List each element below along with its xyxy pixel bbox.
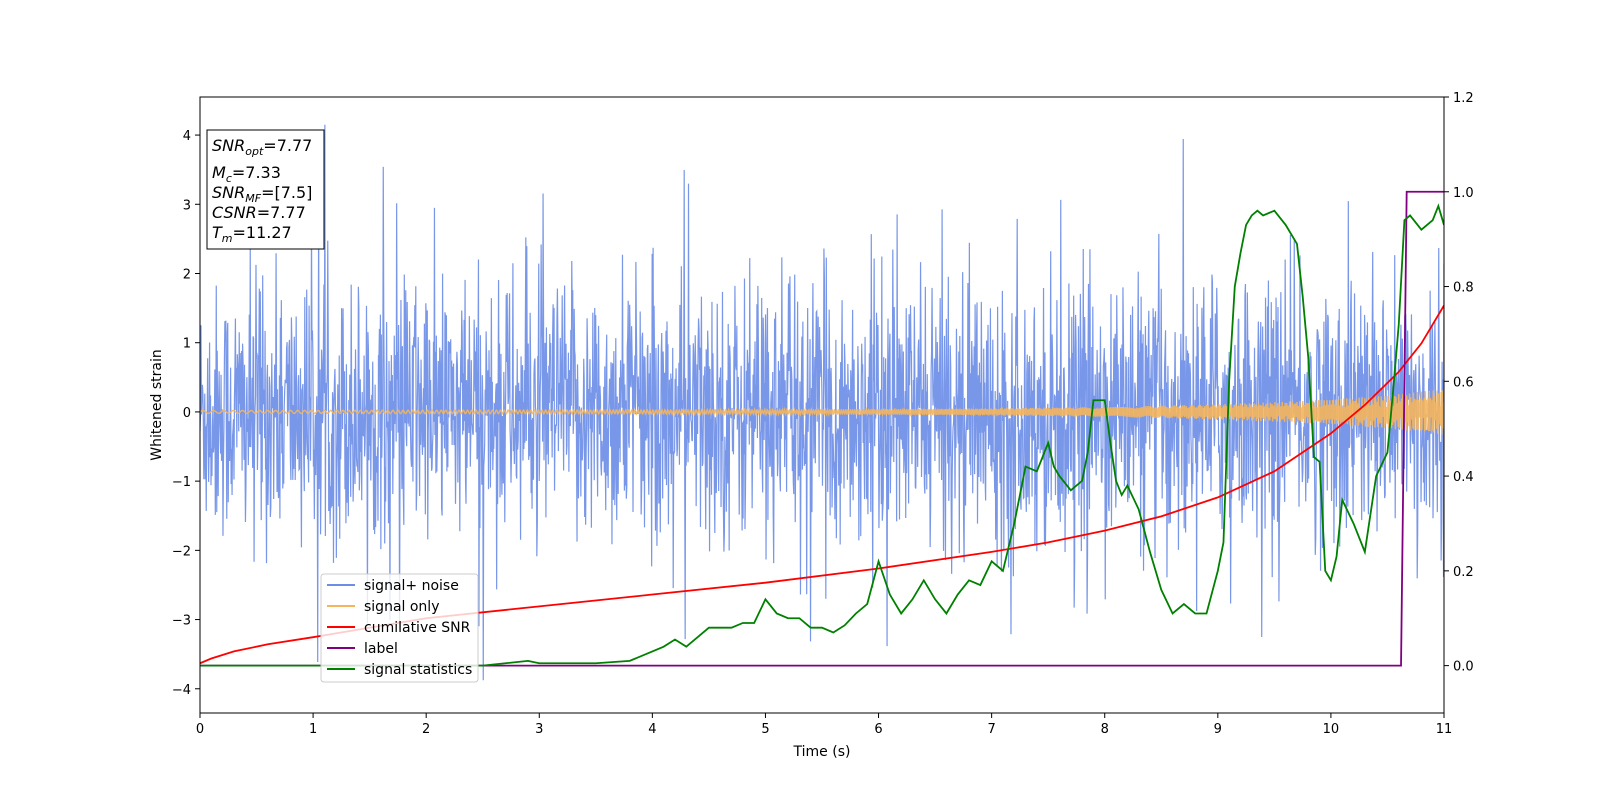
y-right-tick-label: 1.2	[1453, 91, 1474, 106]
y-left-tick-label: 2	[183, 267, 191, 282]
series-layer	[200, 124, 1444, 681]
info-snr-opt: SNRopt=7.77	[212, 136, 312, 158]
series-signal-noise-line	[200, 124, 1444, 681]
x-tick-label: 2	[422, 722, 430, 737]
x-tick-label: 6	[874, 722, 882, 737]
x-tick-label: 8	[1101, 722, 1109, 737]
info-tm: Tm=11.27	[212, 223, 292, 245]
y-left-tick-label: 4	[183, 129, 191, 144]
legend-entry-label: signal only	[364, 599, 439, 615]
y-left-tick-label: −1	[172, 475, 191, 490]
legend: signal+ noise signal only cumilative SNR la…	[320, 573, 479, 683]
info-csnr: CSNR=7.77	[212, 203, 306, 222]
series-label-line	[200, 190, 1444, 667]
legend-entry-label: label	[364, 641, 398, 657]
plot-frame	[199, 96, 1445, 714]
y-axis-label: Whitened strain	[149, 349, 165, 460]
y-right-tick-label: 0.8	[1453, 281, 1474, 296]
legend-frame	[320, 573, 479, 683]
y-left-tick-label: 3	[183, 198, 191, 213]
legend-entry-label: cumilative SNR	[364, 620, 471, 636]
x-tick-label: 3	[535, 722, 543, 737]
legend-entry-label: signal statistics	[364, 662, 472, 678]
series-signal-only-line	[200, 390, 1444, 435]
y-right-tick-label: 0.4	[1453, 470, 1474, 485]
x-tick-label: 9	[1214, 722, 1222, 737]
y-left-tick-label: −3	[172, 614, 191, 629]
y-right-tick-label: 0.0	[1453, 660, 1474, 675]
x-tick-label: 10	[1323, 722, 1340, 737]
y-left-tick-label: 0	[183, 406, 191, 421]
x-tick-label: 7	[987, 722, 995, 737]
x-axis-label: Time (s)	[793, 744, 851, 760]
info-mc: Mc=7.33	[212, 163, 281, 185]
ticks-layer: 0 1 2 3 4 5 6 7 8 9 10 11 −4 −3 −2 −1 0 1 2 3 4 0.0 0.2 0.4 0.6 0…	[172, 91, 1474, 737]
y-right-tick-label: 0.2	[1453, 565, 1474, 580]
y-right-tick-label: 0.6	[1453, 375, 1474, 390]
info-box: SNRopt=7.77 Mc=7.33 SNRMF=[7.5] CSNR=7.7…	[206, 129, 325, 250]
info-snr-mf: SNRMF=[7.5]	[212, 183, 312, 205]
y-left-tick-label: 1	[183, 337, 191, 352]
legend-entry-label: signal+ noise	[364, 578, 459, 594]
series-cumulative-snr-line	[200, 305, 1444, 665]
y-left-tick-label: −2	[172, 544, 191, 559]
info-box-frame	[206, 129, 325, 250]
y-left-tick-label: −4	[172, 683, 191, 698]
x-tick-label: 11	[1436, 722, 1453, 737]
legend-items: signal+ noise signal only cumilative SNR la…	[327, 578, 472, 678]
x-tick-label: 1	[309, 722, 317, 737]
x-tick-label: 4	[648, 722, 656, 737]
y-right-tick-label: 1.0	[1453, 186, 1474, 201]
series-signal-statistics-line	[200, 203, 1444, 667]
x-tick-label: 5	[761, 722, 769, 737]
x-tick-label: 0	[196, 722, 204, 737]
